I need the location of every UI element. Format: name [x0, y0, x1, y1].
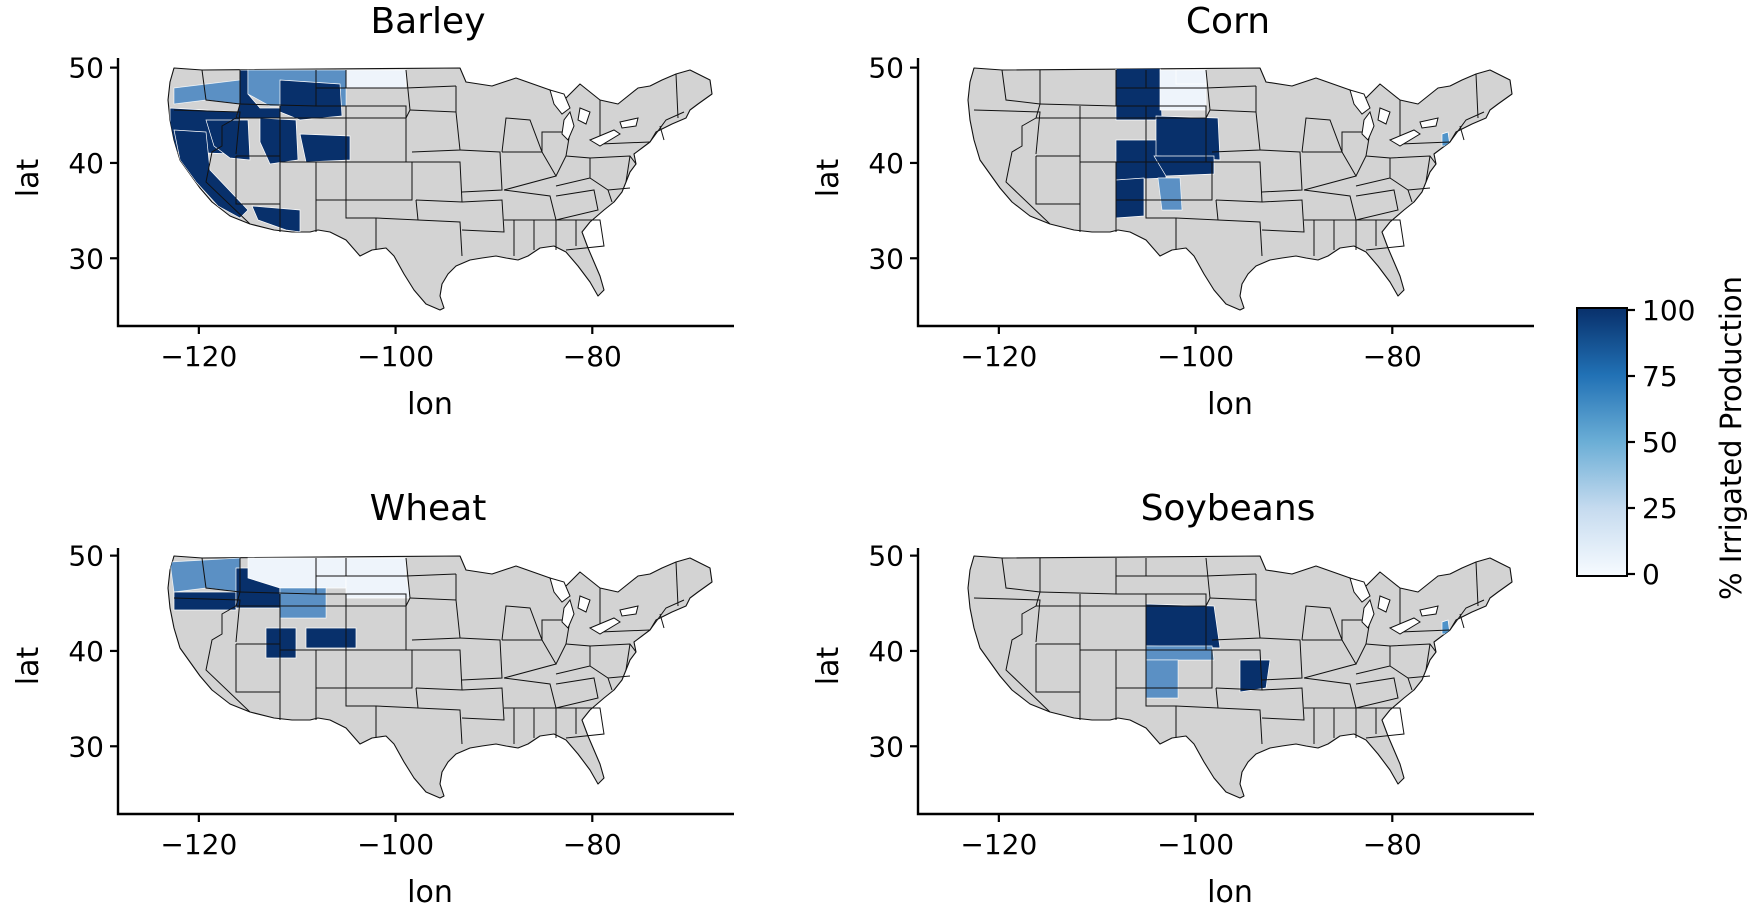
map-panel-wheat: Wheat 50 40 30 −120 −100 −80 lon lat [11, 488, 734, 910]
axes [116, 548, 734, 816]
us-map [967, 67, 1513, 311]
y-tick-label: 50 [868, 540, 904, 573]
x-axis-label: lon [407, 387, 453, 422]
irrigated-regions [169, 557, 411, 659]
colorbar-tick: 25 [1642, 492, 1678, 525]
region-south-dakota [345, 575, 411, 599]
region-nebraska [1155, 115, 1221, 161]
y-tick-label: 50 [68, 52, 104, 85]
y-tick-label: 50 [68, 540, 104, 573]
y-tick-label: 40 [868, 635, 904, 668]
y-axis-label: lat [11, 159, 46, 198]
region-washington-mixed-shading [174, 80, 240, 104]
x-tick-label: −80 [563, 340, 622, 373]
colorbar-tick: 0 [1642, 558, 1660, 591]
region-texas-mixed-shading [1146, 660, 1178, 698]
x-tick-label: −120 [160, 828, 237, 861]
irrigated-regions [1115, 68, 1451, 219]
region-kansas-mixed-shading [1146, 646, 1214, 660]
us-map [967, 555, 1513, 799]
axes [916, 548, 1534, 816]
region-arizona [251, 205, 301, 233]
map-panel-corn: Corn 50 40 30 −120 −100 −80 lon lat [811, 1, 1534, 422]
region-kansas [1153, 155, 1215, 177]
region-north-dakota [345, 557, 407, 577]
colorbar-label: % Irrigated Production [1714, 276, 1748, 600]
map-panel-barley: Barley 50 40 30 −120 −100 −80 lon lat [11, 1, 734, 422]
axes [116, 58, 734, 328]
y-tick-label: 40 [68, 635, 104, 668]
region-colorado [299, 133, 351, 163]
colorbar-tick: 50 [1642, 426, 1678, 459]
y-axis-label: lat [11, 647, 46, 686]
region-utah [265, 627, 297, 659]
region-washington-mixed-shading [170, 558, 240, 592]
x-axis-label: lon [1207, 387, 1253, 422]
region-arkansas [1239, 659, 1271, 693]
panel-title: Wheat [370, 488, 487, 529]
y-tick-label: 30 [868, 242, 904, 275]
map-panel-soybeans: Soybeans 50 40 30 −120 −100 −80 lon lat [811, 488, 1534, 910]
y-axis-label: lat [811, 647, 846, 686]
y-tick-label: 40 [868, 147, 904, 180]
colorbar-tick: 100 [1642, 294, 1695, 327]
region-wyoming [279, 79, 343, 121]
panel-title: Barley [370, 1, 485, 42]
x-tick-label: −120 [160, 340, 237, 373]
x-tick-label: −80 [563, 828, 622, 861]
x-tick-label: −100 [357, 340, 434, 373]
region-wyoming [1115, 68, 1163, 121]
x-tick-label: −100 [357, 828, 434, 861]
y-tick-label: 30 [868, 730, 904, 763]
y-tick-label: 50 [868, 52, 904, 85]
region-wyoming-mixed-shading [280, 588, 326, 618]
colorbar-gradient [1576, 307, 1628, 577]
panel-title: Corn [1186, 1, 1270, 42]
x-axis-label: lon [407, 875, 453, 910]
y-tick-label: 40 [68, 147, 104, 180]
x-tick-label: −80 [1363, 340, 1422, 373]
x-tick-label: −100 [1157, 828, 1234, 861]
region-texas-mixed-shading [1158, 178, 1182, 210]
x-tick-label: −80 [1363, 828, 1422, 861]
colorbar-tick: 75 [1642, 360, 1678, 393]
x-axis-label: lon [1207, 875, 1253, 910]
region-nebraska [1145, 603, 1221, 649]
x-tick-label: −100 [1157, 340, 1234, 373]
y-tick-label: 30 [68, 730, 104, 763]
x-tick-label: −120 [960, 340, 1037, 373]
region-north-dakota [1175, 69, 1207, 85]
irrigated-regions [169, 69, 407, 233]
axes [916, 58, 1534, 328]
us-map [167, 555, 713, 799]
region-texas [1157, 177, 1183, 211]
panel-title: Soybeans [1141, 488, 1316, 529]
region-oregon [173, 591, 237, 611]
region-new-mexico [1115, 177, 1145, 219]
region-nevada [205, 119, 251, 161]
us-map [167, 67, 713, 311]
x-tick-label: −120 [960, 828, 1037, 861]
y-tick-label: 30 [68, 242, 104, 275]
region-california [173, 129, 249, 219]
colorbar: 100 75 50 25 0 % Irrigated Production [1576, 276, 1748, 600]
y-axis-label: lat [811, 159, 846, 198]
region-colorado [305, 627, 357, 649]
region-north-dakota [345, 69, 407, 89]
